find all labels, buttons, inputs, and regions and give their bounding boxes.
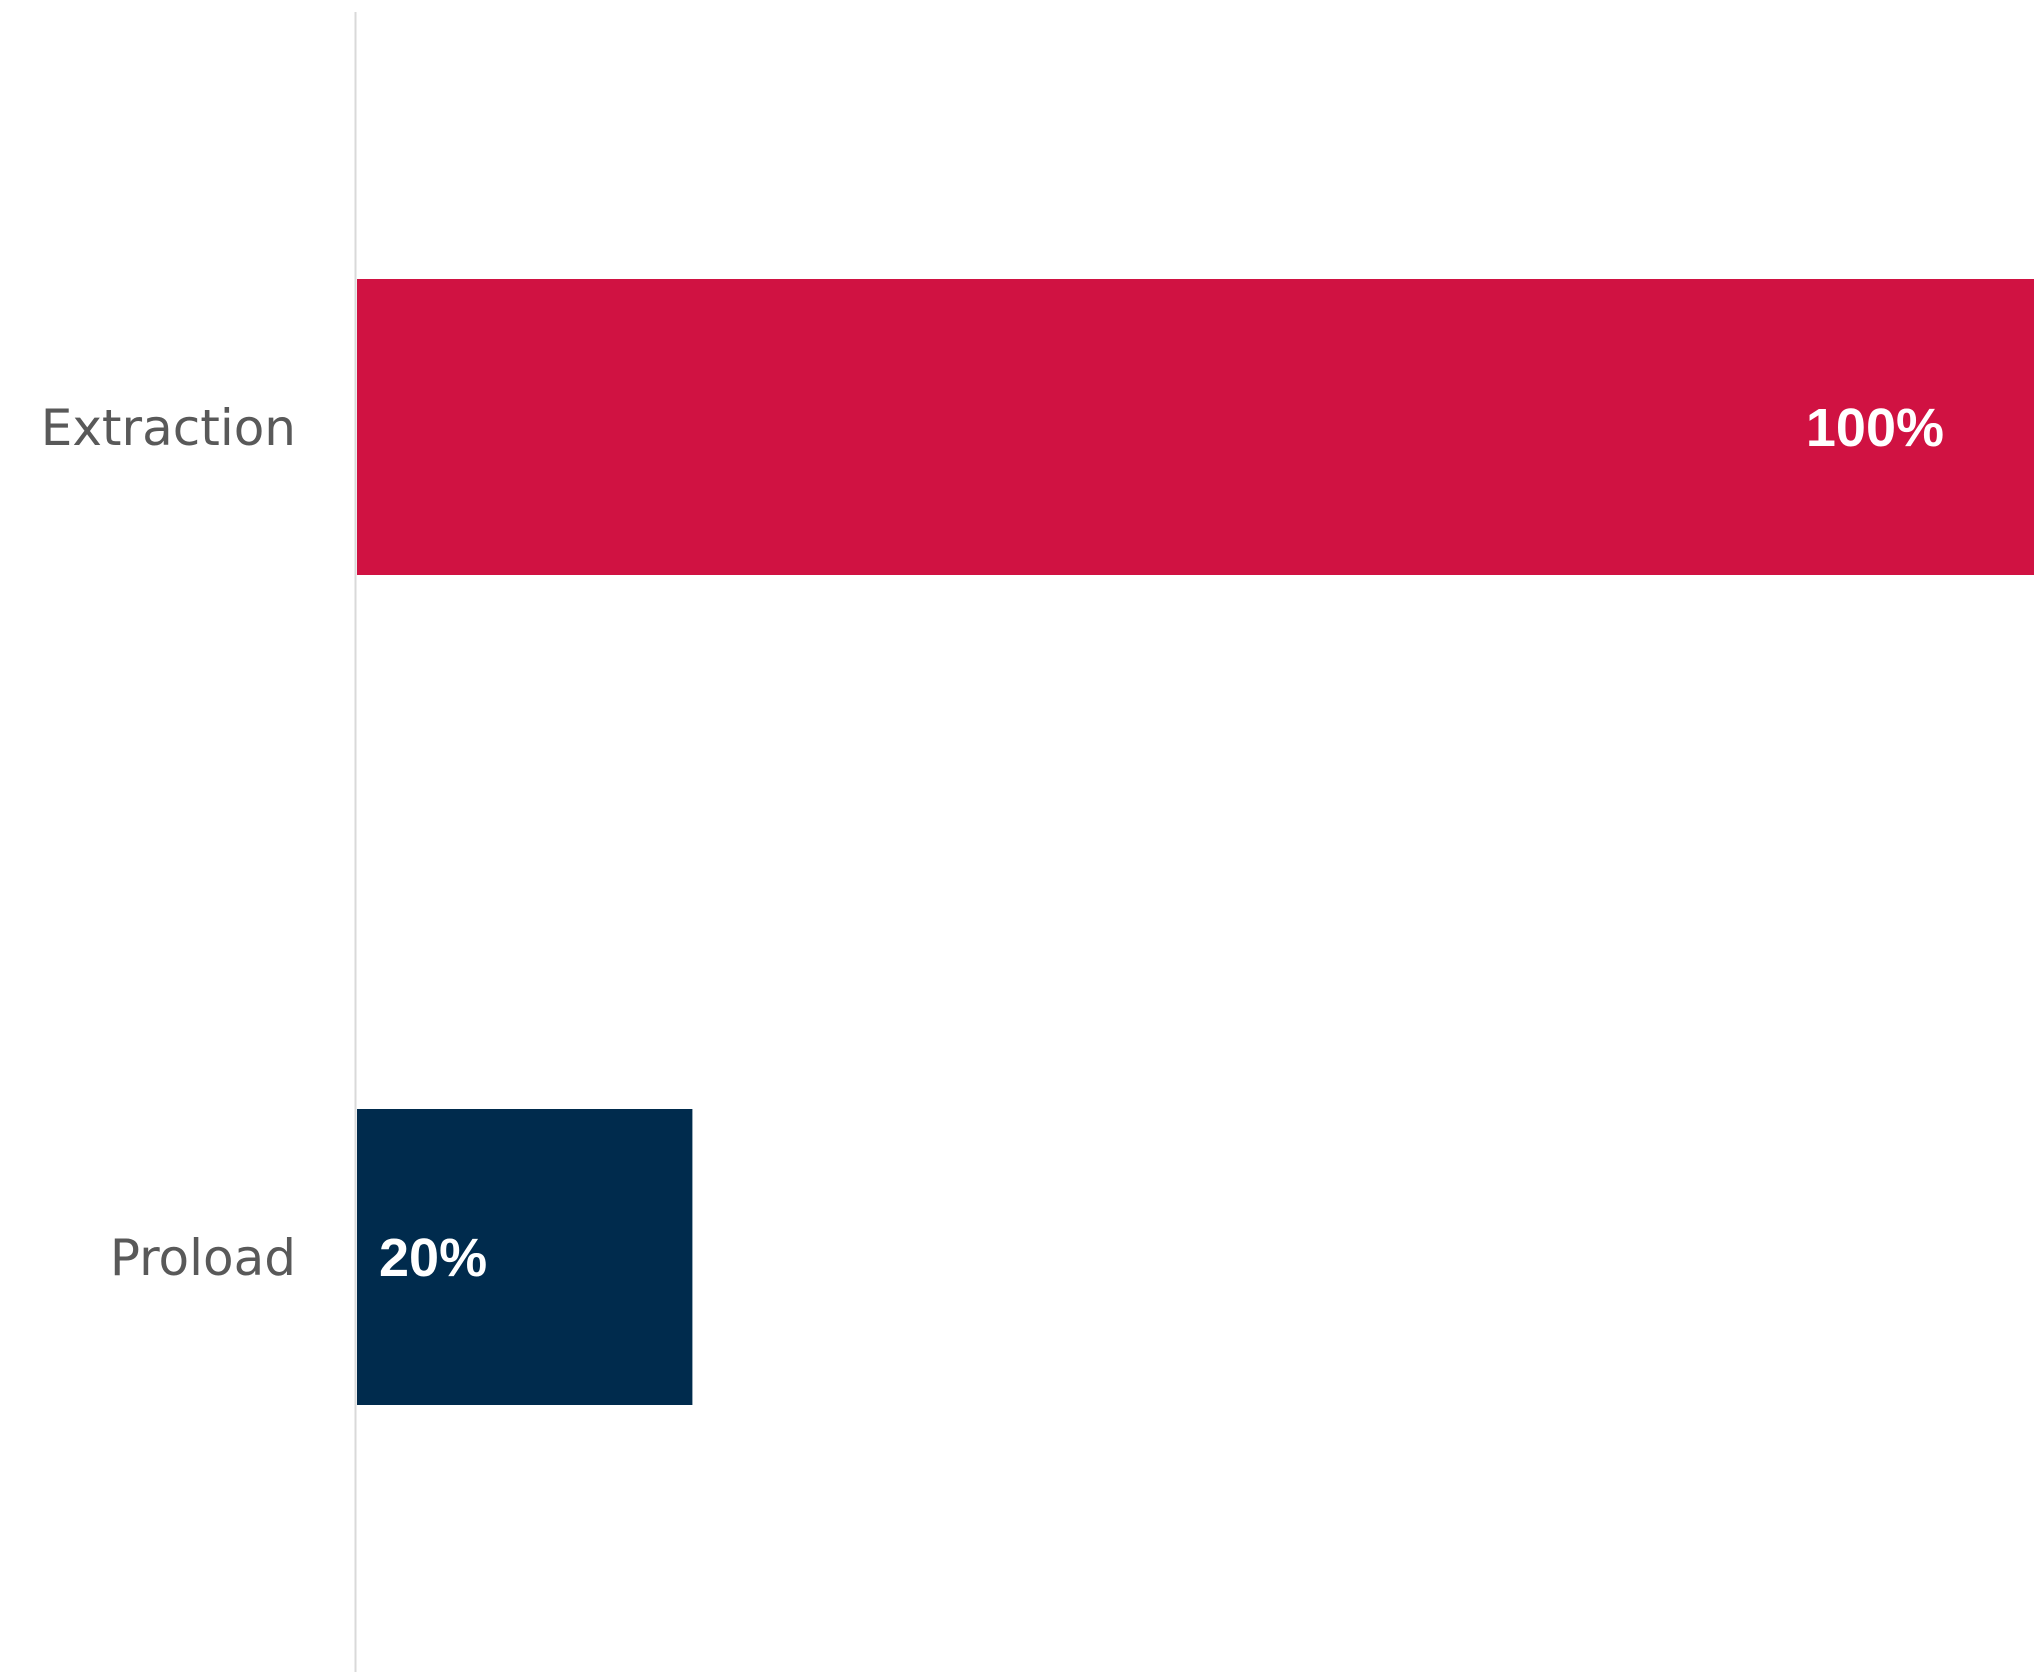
- category-label-extraction: Extraction: [41, 399, 296, 457]
- bar-proload: [357, 1109, 693, 1405]
- data-label-proload: 20%: [379, 1228, 487, 1288]
- category-label-proload: Proload: [110, 1229, 296, 1287]
- bar-extraction: [357, 279, 2034, 575]
- data-label-extraction: 100%: [1806, 398, 1944, 458]
